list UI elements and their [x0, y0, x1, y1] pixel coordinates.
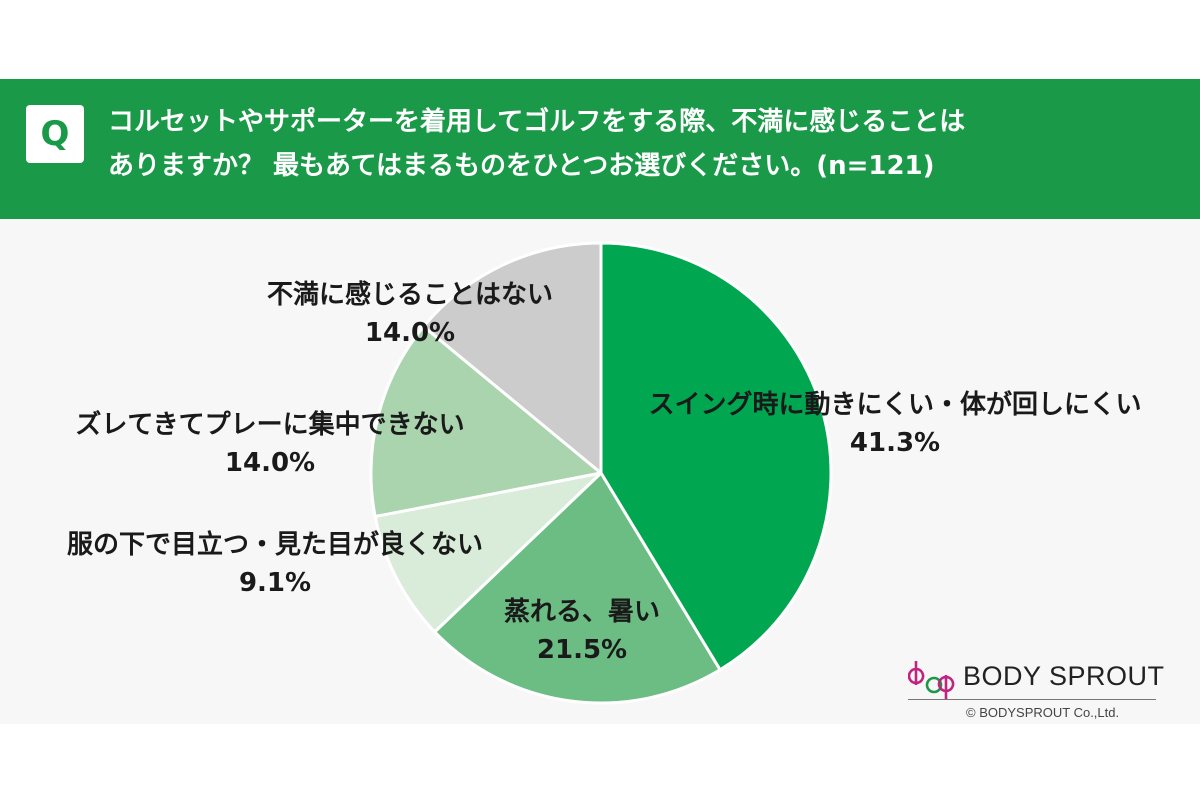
- slice-percent-label: 41.3%: [850, 428, 940, 458]
- brand-name: BODY SPROUT: [963, 661, 1165, 691]
- pie-slice: [373, 471, 603, 634]
- question-line-1: コルセットやサポーターを着用してゴルフをする際、不満に感じることは: [108, 107, 966, 137]
- slice-label: ズレてきてプレーに集中できない: [75, 409, 464, 440]
- slice-label: 蒸れる、暑い: [504, 597, 660, 627]
- slice-percent-label: 21.5%: [537, 635, 627, 665]
- brand-divider: [908, 699, 1156, 700]
- brand-mark-icon: [907, 661, 955, 699]
- brand-logo: BODY SPROUT © BODYSPROUT Co.,Ltd.: [907, 655, 1164, 725]
- pie-slice: [369, 325, 603, 518]
- question-text: コルセットやサポーターを着用してゴルフをする際、不満に感じることは ありますか？…: [108, 100, 1168, 188]
- slice-label: 服の下で目立つ・見た目が良くない: [67, 529, 483, 560]
- slice-label: 不満に感じることはない: [267, 280, 553, 310]
- question-line-2: ありますか？ 最もあてはまるものをひとつお選びください。(n=121): [108, 151, 935, 181]
- slice-percent-label: 14.0%: [365, 318, 455, 348]
- question-banner: [0, 79, 1200, 219]
- question-badge: Q: [26, 105, 84, 163]
- pie-slice: [599, 241, 833, 672]
- slice-percent-label: 9.1%: [239, 568, 311, 598]
- pie-slice: [433, 471, 722, 705]
- slice-label: スイング時に動きにくい・体が回しにくい: [649, 389, 1142, 420]
- pie-slice: [422, 241, 603, 475]
- pie-slices: [369, 241, 833, 705]
- slice-percent-label: 14.0%: [225, 448, 315, 478]
- brand-copyright: © BODYSPROUT Co.,Ltd.: [966, 705, 1120, 720]
- pie-labels: スイング時に動きにくい・体が回しにくい 41.3% 蒸れる、暑い 21.5% 服の下で目…: [67, 280, 1141, 665]
